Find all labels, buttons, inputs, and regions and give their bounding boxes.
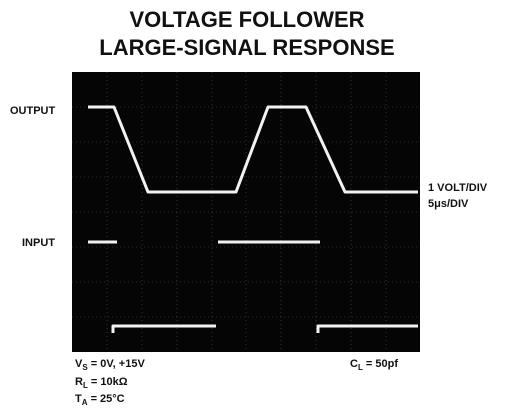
trace-label: OUTPUT (10, 105, 56, 117)
scale-label: 5μs/DIV (428, 198, 469, 210)
page: VOLTAGE FOLLOWER LARGE-SIGNAL RESPONSE O… (0, 0, 516, 411)
condition-text: = 10kΩ (88, 376, 128, 388)
symbol: R (75, 376, 83, 388)
condition: TA = 25°C (75, 393, 125, 407)
figure: VOLTAGE FOLLOWER LARGE-SIGNAL RESPONSE O… (0, 0, 516, 411)
symbol: C (350, 358, 358, 370)
title-line: LARGE-SIGNAL RESPONSE (99, 35, 394, 60)
trace-label: INPUT (22, 237, 55, 249)
condition-text: = 0V, +15V (88, 358, 146, 370)
condition: CL = 50pf (350, 358, 398, 372)
condition: VS = 0V, +15V (75, 358, 145, 372)
title-line: VOLTAGE FOLLOWER (129, 7, 364, 32)
condition-text: = 25°C (88, 393, 125, 405)
condition-text: = 50pf (363, 358, 398, 370)
condition: RL = 10kΩ (75, 376, 128, 390)
scale-label: 1 VOLT/DIV (428, 182, 488, 194)
